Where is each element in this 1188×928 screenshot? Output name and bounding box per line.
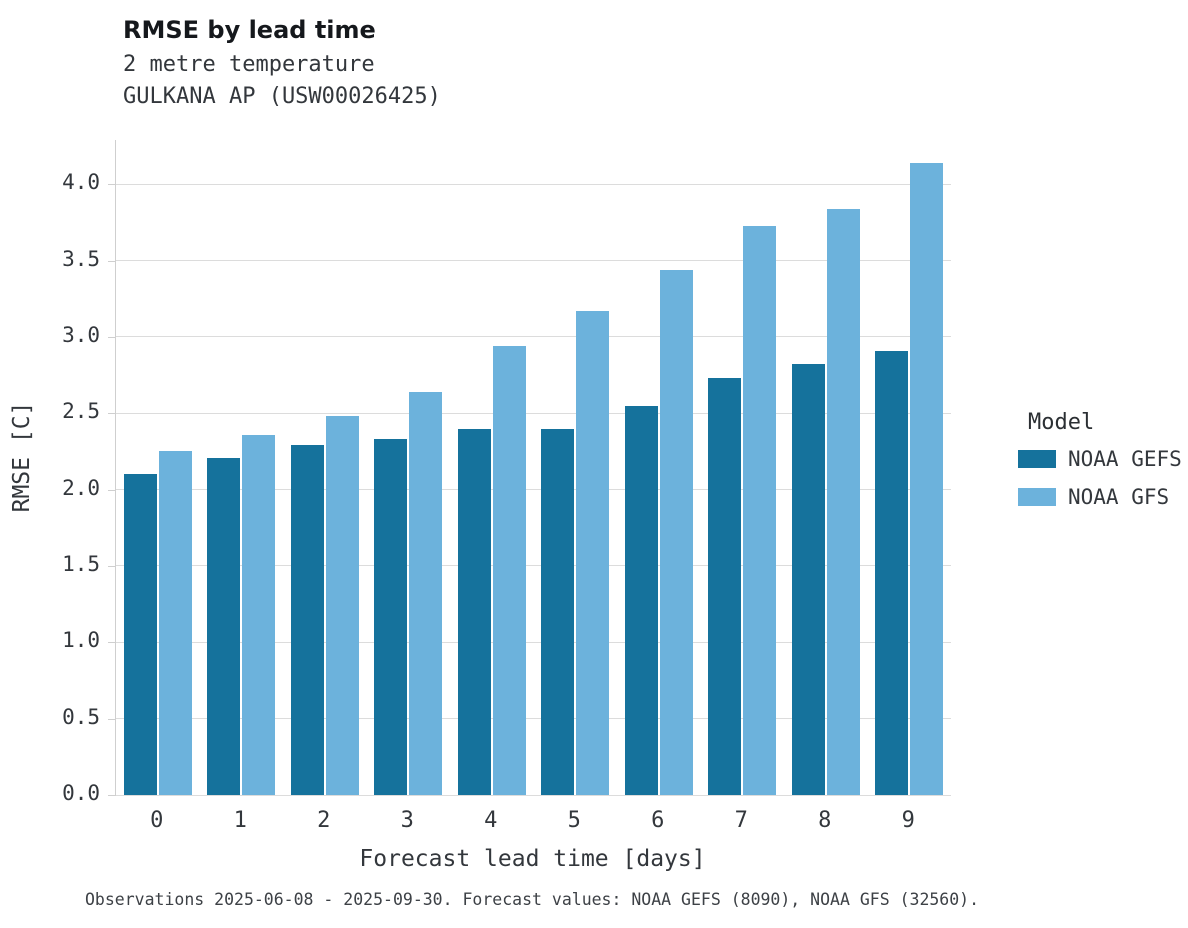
gridline xyxy=(116,412,951,414)
x-tick-label: 6 xyxy=(651,808,665,833)
gridline xyxy=(116,183,951,185)
y-tick-label: 1.0 xyxy=(62,628,100,653)
chart-subtitle-station: GULKANA AP (USW00026425) xyxy=(123,84,441,109)
legend-swatch xyxy=(1018,450,1056,468)
chart-title: RMSE by lead time xyxy=(123,16,376,44)
x-tick-label: 8 xyxy=(818,808,832,833)
plot-area xyxy=(115,140,951,796)
bar-noaa-gefs-lead-5 xyxy=(541,428,575,795)
bar-noaa-gfs-lead-1 xyxy=(242,434,276,795)
x-axis-label: Forecast lead time [days] xyxy=(359,846,706,872)
bar-noaa-gefs-lead-6 xyxy=(624,405,658,795)
chart-subtitle-variable: 2 metre temperature xyxy=(123,52,375,77)
legend-entry: NOAA GFS xyxy=(1018,485,1182,509)
legend-label: NOAA GEFS xyxy=(1068,447,1182,471)
bar-noaa-gfs-lead-5 xyxy=(576,311,610,795)
y-axis-label: RMSE [C] xyxy=(9,401,35,513)
y-tick-mark xyxy=(108,718,115,720)
y-tick-label: 3.5 xyxy=(62,246,100,271)
x-tick-label: 0 xyxy=(150,808,164,833)
bar-noaa-gfs-lead-9 xyxy=(910,162,944,795)
y-tick-mark xyxy=(108,642,115,644)
legend: Model NOAA GEFS NOAA GFS xyxy=(1018,410,1182,523)
gridline xyxy=(116,260,951,262)
y-tick-label: 4.0 xyxy=(62,170,100,195)
bar-noaa-gfs-lead-6 xyxy=(659,269,693,795)
bar-noaa-gfs-lead-2 xyxy=(325,416,359,795)
gridline xyxy=(116,641,951,643)
bar-noaa-gefs-lead-1 xyxy=(207,457,241,795)
legend-label: NOAA GFS xyxy=(1068,485,1170,509)
bar-noaa-gfs-lead-4 xyxy=(492,346,526,795)
y-tick-label: 2.0 xyxy=(62,475,100,500)
x-tick-label: 3 xyxy=(400,808,414,833)
y-tick-label: 1.5 xyxy=(62,551,100,576)
x-tick-label: 7 xyxy=(734,808,748,833)
y-tick-label: 0.5 xyxy=(62,704,100,729)
y-tick-label: 3.0 xyxy=(62,322,100,347)
gridline xyxy=(116,794,951,796)
x-tick-label: 2 xyxy=(317,808,331,833)
legend-title: Model xyxy=(1028,410,1095,435)
y-tick-mark xyxy=(108,336,115,338)
y-tick-mark xyxy=(108,184,115,186)
bar-noaa-gfs-lead-3 xyxy=(409,391,443,795)
y-tick-mark xyxy=(108,260,115,262)
bar-noaa-gefs-lead-7 xyxy=(708,378,742,795)
y-tick-mark xyxy=(108,795,115,796)
gridline xyxy=(116,718,951,720)
y-tick-label: 2.5 xyxy=(62,399,100,424)
legend-entry: NOAA GEFS xyxy=(1018,447,1182,471)
bar-noaa-gfs-lead-8 xyxy=(826,208,860,795)
bar-noaa-gefs-lead-0 xyxy=(123,474,157,795)
y-tick-mark xyxy=(108,565,115,567)
gridline xyxy=(116,565,951,567)
x-tick-label: 5 xyxy=(567,808,581,833)
x-tick-label: 9 xyxy=(901,808,915,833)
legend-swatch xyxy=(1018,488,1056,506)
y-tick-label: 0.0 xyxy=(62,781,100,805)
gridline xyxy=(116,336,951,338)
legend-entries: NOAA GEFS NOAA GFS xyxy=(1018,447,1182,509)
gridline xyxy=(116,489,951,491)
bar-noaa-gefs-lead-9 xyxy=(875,350,909,795)
x-tick-label: 1 xyxy=(233,808,247,833)
bar-noaa-gfs-lead-7 xyxy=(743,225,777,795)
x-tick-label: 4 xyxy=(484,808,498,833)
bar-noaa-gefs-lead-3 xyxy=(374,439,408,795)
bar-noaa-gfs-lead-0 xyxy=(158,451,192,795)
bar-noaa-gefs-lead-2 xyxy=(290,445,324,795)
footnote-caption: Observations 2025-06-08 - 2025-09-30. Fo… xyxy=(85,890,980,909)
y-tick-mark xyxy=(108,413,115,415)
bar-noaa-gefs-lead-4 xyxy=(457,428,491,795)
bar-noaa-gefs-lead-8 xyxy=(791,364,825,795)
y-tick-mark xyxy=(108,489,115,491)
